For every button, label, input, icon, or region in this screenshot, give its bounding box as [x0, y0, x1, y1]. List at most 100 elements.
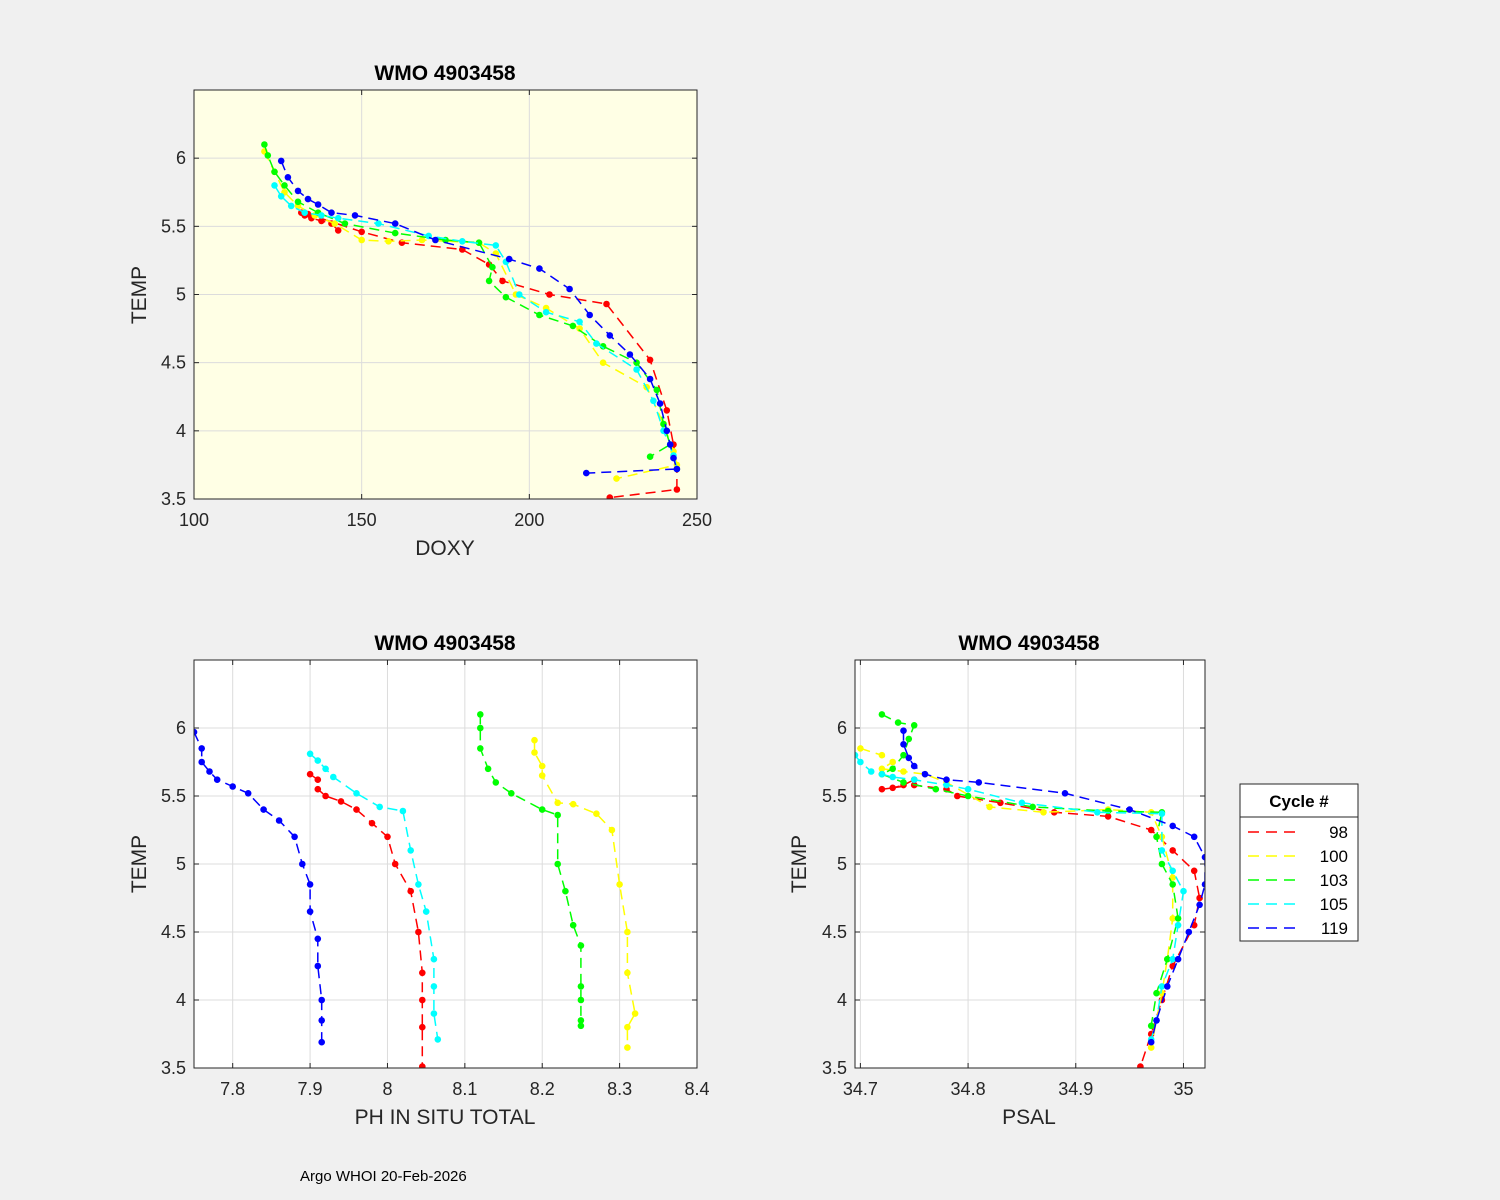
data-point	[666, 441, 674, 448]
data-point	[341, 220, 349, 227]
data-point	[385, 238, 392, 245]
data-point	[905, 754, 913, 762]
series-103	[477, 711, 585, 1030]
series-line-105	[273, 185, 678, 470]
data-point	[1174, 915, 1182, 922]
data-point	[900, 779, 907, 786]
x-tick-label: 7.9	[298, 1079, 323, 1099]
data-point	[1153, 833, 1160, 841]
data-point	[314, 785, 322, 793]
series-100	[531, 736, 639, 1051]
data-point	[1164, 955, 1171, 963]
data-point	[910, 722, 918, 729]
data-point	[430, 1010, 438, 1017]
y-tick-label: 3.5	[161, 489, 186, 509]
data-point	[306, 881, 314, 888]
data-point	[910, 776, 918, 783]
data-point	[368, 819, 376, 827]
data-point	[314, 201, 322, 208]
data-point	[322, 765, 329, 773]
data-point	[1158, 860, 1166, 868]
data-point	[663, 427, 671, 435]
data-point	[1029, 803, 1036, 811]
footer-caption: Argo WHOI 20-Feb-2026	[300, 1168, 467, 1185]
data-point	[294, 198, 302, 206]
chart-title: WMO 4903458	[374, 62, 516, 85]
chart-psal: WMO 4903458 PSAL TEMP 34.7 34.8 34.9 35 3.5 4…	[788, 632, 1206, 1129]
data-point	[1158, 983, 1166, 990]
data-point	[407, 887, 415, 895]
data-point	[376, 803, 384, 811]
data-point	[1185, 928, 1193, 936]
data-point	[1201, 881, 1205, 888]
data-point	[1147, 1044, 1155, 1051]
data-point	[1137, 1063, 1144, 1068]
data-point	[1169, 881, 1176, 888]
data-point	[1061, 790, 1069, 797]
data-point	[624, 1023, 631, 1031]
data-point	[206, 768, 213, 775]
data-point	[277, 157, 285, 165]
y-tick-label: 6	[176, 148, 186, 168]
data-point	[271, 168, 278, 176]
data-point	[878, 765, 886, 773]
y-axis-label: TEMP	[128, 835, 151, 893]
data-point	[430, 955, 438, 963]
data-point	[663, 407, 671, 414]
chart-title: WMO 4903458	[374, 632, 516, 655]
data-point	[306, 908, 314, 915]
data-point	[1104, 813, 1112, 820]
data-point	[375, 220, 382, 227]
data-point	[328, 209, 335, 216]
legend-label: 100	[1320, 847, 1348, 866]
data-point	[492, 779, 500, 786]
x-tick-label: 8.1	[452, 1079, 477, 1099]
y-tick-label: 5	[176, 854, 186, 874]
data-point	[299, 860, 306, 868]
data-point	[198, 758, 205, 766]
data-point	[562, 887, 569, 895]
data-point	[1190, 833, 1198, 841]
data-point	[1196, 901, 1203, 909]
data-point	[900, 727, 907, 734]
data-point	[608, 826, 616, 834]
data-point	[576, 318, 583, 326]
data-point	[475, 239, 483, 246]
data-point	[505, 255, 513, 263]
data-point	[419, 969, 426, 977]
x-tick-label: 8.3	[607, 1079, 632, 1099]
data-point	[306, 770, 314, 778]
series-98	[298, 209, 681, 499]
legend-label: 119	[1321, 919, 1348, 938]
data-point	[419, 1023, 426, 1031]
data-point	[1158, 847, 1166, 854]
data-point	[353, 790, 360, 797]
data-point	[1169, 915, 1176, 922]
data-point	[318, 1017, 326, 1024]
data-point	[229, 783, 236, 790]
data-point	[477, 745, 484, 752]
data-point	[434, 1036, 442, 1043]
data-point	[954, 792, 961, 800]
data-point	[1174, 921, 1182, 929]
data-point	[1147, 1038, 1155, 1046]
data-point	[194, 728, 198, 736]
chart-doxy: WMO 4903458 DOXY TEMP 100 150 200 250 3.5 4 4.…	[128, 62, 712, 560]
data-point	[569, 921, 577, 929]
data-point	[314, 757, 322, 764]
x-axis-label: DOXY	[415, 537, 475, 560]
data-point	[569, 800, 577, 808]
x-tick-label: 7.8	[220, 1079, 245, 1099]
data-point	[1190, 867, 1198, 875]
data-point	[213, 776, 221, 783]
y-tick-label: 3.5	[822, 1058, 847, 1078]
data-point	[334, 214, 342, 222]
legend-title: Cycle #	[1269, 792, 1329, 811]
y-tick-label: 4.5	[822, 922, 847, 942]
data-point	[646, 356, 654, 364]
y-tick-label: 5.5	[161, 786, 186, 806]
data-point	[878, 711, 886, 718]
data-point	[857, 745, 864, 752]
data-point	[1104, 807, 1112, 815]
data-point	[603, 300, 610, 308]
